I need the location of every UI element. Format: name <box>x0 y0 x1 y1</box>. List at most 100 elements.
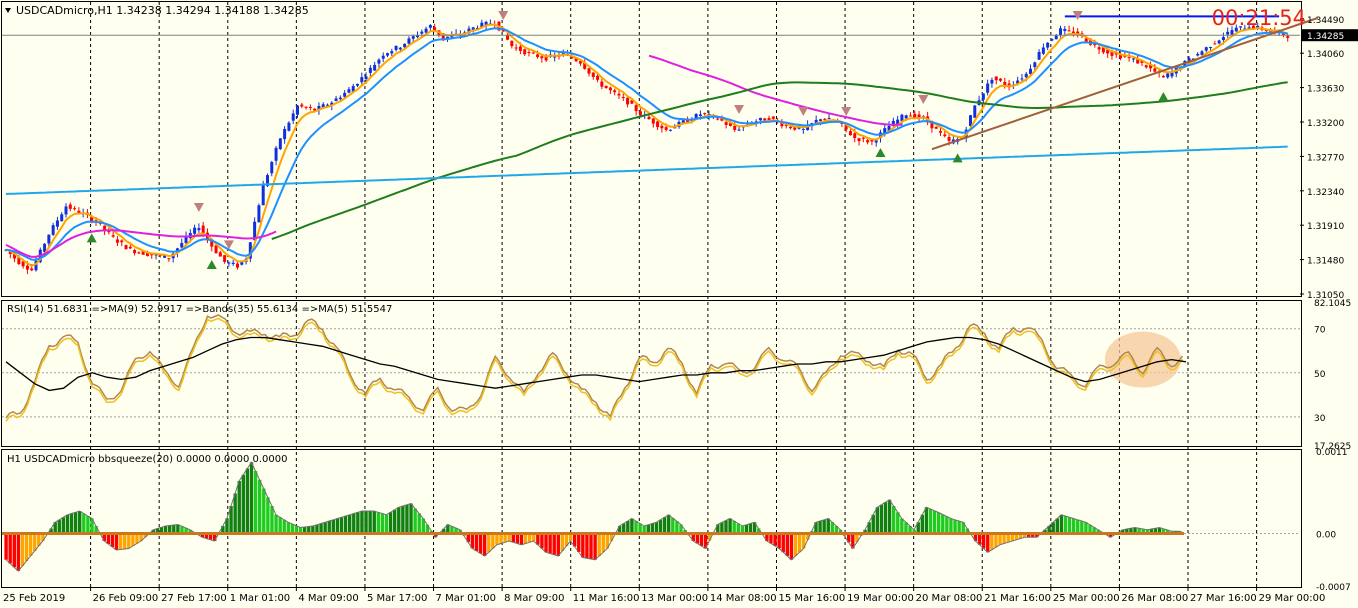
candle-body <box>587 68 591 74</box>
candle-body <box>814 119 818 124</box>
squeeze-bar <box>867 522 871 534</box>
squeeze-bar <box>110 533 115 547</box>
squeeze-bar <box>114 533 119 550</box>
candle-body <box>1286 36 1290 38</box>
squeeze-bar <box>262 488 266 534</box>
squeeze-bar <box>519 533 524 545</box>
squeeze-bar <box>176 524 180 534</box>
squeeze-bar <box>339 517 344 534</box>
squeeze-pane[interactable] <box>2 461 1300 572</box>
candle-body <box>523 49 527 55</box>
sell-arrow-icon <box>798 107 809 116</box>
squeeze-bar <box>740 526 745 534</box>
candle-body <box>981 93 985 100</box>
squeeze-bar <box>515 533 520 544</box>
squeeze-bar <box>143 533 147 538</box>
rsi-pane[interactable] <box>2 314 1300 422</box>
candle-body <box>394 45 398 50</box>
candle-body <box>801 128 805 130</box>
candle-body <box>930 120 934 129</box>
rsi-tick-label: 17.2625 <box>1314 442 1351 452</box>
sell-arrow-icon <box>918 95 929 104</box>
squeeze-bar <box>932 510 937 534</box>
buy-arrow-icon <box>1158 92 1169 101</box>
candle-body <box>716 118 720 120</box>
squeeze-bar <box>491 533 495 549</box>
candle-body <box>201 225 205 234</box>
squeeze-bar <box>748 523 753 534</box>
squeeze-bar <box>139 533 143 541</box>
rsi-ma-line <box>5 314 1184 419</box>
candle-body <box>300 104 304 107</box>
squeeze-bar <box>69 513 74 534</box>
current-price-label: 1.34285 <box>1307 32 1344 42</box>
x-tick-label: 25 Mar 00:00 <box>1053 593 1120 604</box>
buy-arrow-icon <box>875 148 886 157</box>
candle-body <box>506 34 510 40</box>
squeeze-bar <box>887 499 892 534</box>
candle-body <box>1247 27 1251 29</box>
candle-body <box>518 46 522 51</box>
squeeze-bar <box>53 522 57 534</box>
y-tick-label: 1.31910 <box>1307 222 1344 232</box>
squeeze-bar <box>973 533 978 541</box>
squeeze-bar <box>372 511 376 534</box>
squeeze-bar <box>131 533 135 546</box>
candle-body <box>818 119 822 121</box>
candle-body <box>223 255 227 262</box>
squeeze-tick-label: -0.0007 <box>1316 583 1351 593</box>
candle-body <box>287 122 291 131</box>
chevron-down-icon[interactable] <box>5 8 11 13</box>
squeeze-bar <box>769 533 773 544</box>
sell-arrow-icon <box>734 105 745 114</box>
price-pane[interactable] <box>2 11 1319 275</box>
candle-body <box>326 104 329 106</box>
squeeze-bar <box>1080 521 1084 534</box>
trend-line[interactable] <box>931 17 1319 151</box>
squeeze-bar <box>679 524 683 534</box>
squeeze-bar <box>622 523 626 534</box>
squeeze-bar <box>896 512 900 534</box>
squeeze-bar <box>834 526 839 534</box>
squeeze-bar <box>123 533 127 549</box>
candle-body <box>578 61 582 64</box>
squeeze-bar <box>1166 530 1170 534</box>
candle-body <box>638 111 642 116</box>
squeeze-bar <box>589 533 593 559</box>
squeeze-bar <box>941 514 945 534</box>
candle-body <box>1170 71 1174 77</box>
squeeze-bar <box>920 514 925 534</box>
squeeze-bar <box>752 522 757 534</box>
squeeze-header: H1 USDCADmicro bbsqueeze(20) 0.0000 0.00… <box>7 454 288 465</box>
candle-body <box>338 97 342 100</box>
sell-arrow-icon <box>498 11 509 20</box>
candle-body <box>596 75 600 80</box>
squeeze-bar <box>1031 533 1035 538</box>
squeeze-bar <box>511 533 515 543</box>
candle-body <box>1136 59 1140 64</box>
squeeze-bar <box>1137 528 1141 534</box>
candle-body <box>891 120 895 127</box>
squeeze-bar <box>924 507 929 534</box>
candle-body <box>793 126 797 130</box>
candle-body <box>64 206 68 215</box>
squeeze-bar <box>343 516 348 534</box>
candle-body <box>390 51 394 54</box>
candle-body <box>133 250 137 254</box>
squeeze-bar <box>797 533 802 553</box>
squeeze-bar <box>846 533 851 543</box>
squeeze-bar <box>106 533 111 544</box>
squeeze-bar <box>180 526 184 534</box>
squeeze-bar <box>225 518 229 534</box>
squeeze-bar <box>671 518 675 534</box>
rsi-bands-line <box>5 336 1187 392</box>
candle-body <box>77 210 81 214</box>
candle-body <box>98 222 102 224</box>
squeeze-bar <box>315 524 319 534</box>
squeeze-bar <box>319 523 323 534</box>
ma-fast-line <box>5 23 1289 267</box>
candle-body <box>1217 40 1221 44</box>
squeeze-bar <box>28 533 33 556</box>
candle-body <box>330 102 334 106</box>
squeeze-bar <box>986 533 990 553</box>
